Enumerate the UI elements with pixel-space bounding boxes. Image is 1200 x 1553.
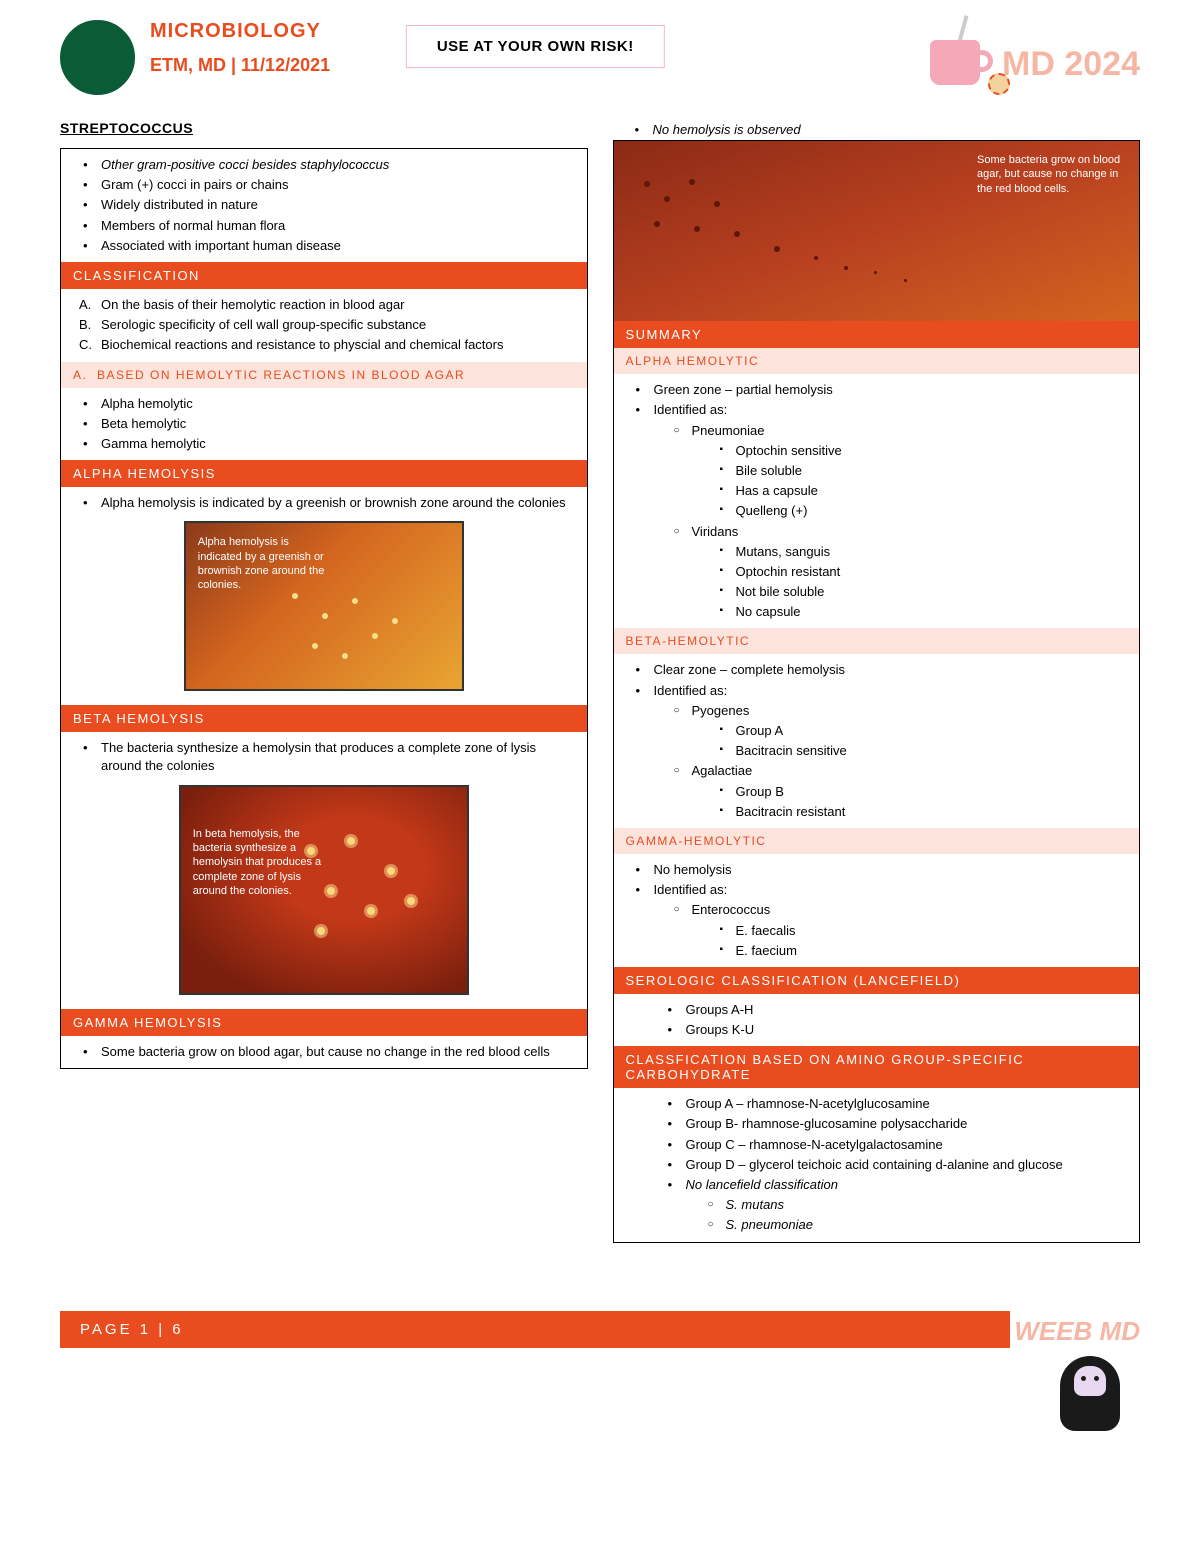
beta-item: Identified as: bbox=[654, 681, 1128, 701]
carb-item: Group B- rhamnose-glucosamine polysaccha… bbox=[686, 1114, 1128, 1134]
hemolytic-type: Beta hemolytic bbox=[101, 414, 575, 434]
intro-item: Other gram-positive cocci besides staphy… bbox=[101, 155, 575, 175]
carb-item: Group C – rhamnose-N-acetylgalactosamine bbox=[686, 1135, 1128, 1155]
alpha-prop: Not bile soluble bbox=[736, 582, 1128, 602]
university-logo bbox=[60, 20, 135, 95]
classification-list: A.On the basis of their hemolytic reacti… bbox=[73, 295, 575, 356]
content-box-right: Some bacteria grow on blood agar, but ca… bbox=[613, 140, 1141, 1242]
intro-item: Members of normal human flora bbox=[101, 216, 575, 236]
hemolytic-types-list: Alpha hemolytic Beta hemolytic Gamma hem… bbox=[73, 394, 575, 455]
beta-header: BETA HEMOLYSIS bbox=[61, 705, 587, 732]
beta-desc: The bacteria synthesize a hemolysin that… bbox=[101, 738, 575, 776]
page-number: PAGE 1 | 6 bbox=[60, 1311, 1010, 1348]
page-header: MICROBIOLOGY ETM, MD | 11/12/2021 USE AT… bbox=[60, 20, 1140, 95]
gamma-item: No hemolysis bbox=[654, 860, 1128, 880]
gamma-prop: E. faecium bbox=[736, 941, 1128, 961]
footer-brand: WEEB MD bbox=[1014, 1316, 1140, 1347]
ghost-illustration bbox=[1060, 1356, 1130, 1441]
alpha-prop: Optochin sensitive bbox=[736, 441, 1128, 461]
mug-illustration bbox=[910, 20, 1000, 100]
beta-prop: Group B bbox=[736, 782, 1128, 802]
intro-item: Widely distributed in nature bbox=[101, 195, 575, 215]
intro-item: Associated with important human disease bbox=[101, 236, 575, 256]
alpha-sub: Viridans bbox=[692, 522, 1128, 542]
sero-item: Groups K-U bbox=[686, 1020, 1128, 1040]
no-lance-sub: S. mutans bbox=[726, 1195, 1128, 1215]
alpha-header: ALPHA HEMOLYSIS bbox=[61, 460, 587, 487]
gamma-sub: Enterococcus bbox=[692, 900, 1128, 920]
beta-hemolysis-image: In beta hemolysis, the bacteria synthesi… bbox=[179, 785, 469, 995]
warning-banner: USE AT YOUR OWN RISK! bbox=[406, 25, 665, 68]
right-column: No hemolysis is observed Some bacteria g… bbox=[613, 120, 1141, 1251]
classification-item: B.Serologic specificity of cell wall gro… bbox=[101, 315, 575, 335]
carb-item: Group D – glycerol teichoic acid contain… bbox=[686, 1155, 1128, 1175]
intro-list: Other gram-positive cocci besides staphy… bbox=[73, 155, 575, 256]
alpha-prop: Quelleng (+) bbox=[736, 501, 1128, 521]
carb-no-lance: No lancefield classification bbox=[686, 1175, 1128, 1195]
top-note: No hemolysis is observed bbox=[653, 120, 1141, 140]
sub-a-header: A. BASED ON HEMOLYTIC REACTIONS IN BLOOD… bbox=[61, 362, 587, 388]
beta-prop: Bacitracin sensitive bbox=[736, 741, 1128, 761]
topic-title: STREPTOCOCCUS bbox=[60, 120, 588, 136]
class-year: MD 2024 bbox=[1002, 45, 1140, 84]
gamma-prop: E. faecalis bbox=[736, 921, 1128, 941]
serologic-header: SEROLOGIC CLASSIFICATION (LANCEFIELD) bbox=[614, 967, 1140, 994]
alpha-hemolysis-image: Alpha hemolysis is indicated by a greeni… bbox=[184, 521, 464, 691]
classification-header: CLASSIFICATION bbox=[61, 262, 587, 289]
gamma-hemolytic-header: GAMMA-HEMOLYTIC bbox=[614, 828, 1140, 854]
alpha-prop: Mutans, sanguis bbox=[736, 542, 1128, 562]
classification-item: C.Biochemical reactions and resistance t… bbox=[101, 335, 575, 355]
gamma-item: Identified as: bbox=[654, 880, 1128, 900]
alpha-hemolytic-header: ALPHA HEMOLYTIC bbox=[614, 348, 1140, 374]
left-column: STREPTOCOCCUS Other gram-positive cocci … bbox=[60, 120, 588, 1251]
hemolytic-type: Alpha hemolytic bbox=[101, 394, 575, 414]
gamma-header: GAMMA HEMOLYSIS bbox=[61, 1009, 587, 1036]
beta-prop: Group A bbox=[736, 721, 1128, 741]
classification-item: A.On the basis of their hemolytic reacti… bbox=[101, 295, 575, 315]
alpha-prop: Optochin resistant bbox=[736, 562, 1128, 582]
alpha-item: Identified as: bbox=[654, 400, 1128, 420]
carb-item: Group A – rhamnose-N-acetylglucosamine bbox=[686, 1094, 1128, 1114]
summary-header: SUMMARY bbox=[614, 321, 1140, 348]
alpha-desc: Alpha hemolysis is indicated by a greeni… bbox=[101, 493, 575, 513]
beta-prop: Bacitracin resistant bbox=[736, 802, 1128, 822]
alpha-sub: Pneumoniae bbox=[692, 421, 1128, 441]
alpha-prop: No capsule bbox=[736, 602, 1128, 622]
carb-header: CLASSFICATION BASED ON AMINO GROUP-SPECI… bbox=[614, 1046, 1140, 1088]
hemolytic-type: Gamma hemolytic bbox=[101, 434, 575, 454]
alpha-prop: Has a capsule bbox=[736, 481, 1128, 501]
beta-hemolytic-header: BETA-HEMOLYTIC bbox=[614, 628, 1140, 654]
intro-item: Gram (+) cocci in pairs or chains bbox=[101, 175, 575, 195]
alpha-item: Green zone – partial hemolysis bbox=[654, 380, 1128, 400]
beta-sub: Agalactiae bbox=[692, 761, 1128, 781]
sero-item: Groups A-H bbox=[686, 1000, 1128, 1020]
page-footer: PAGE 1 | 6 WEEB MD bbox=[60, 1311, 1140, 1348]
alpha-prop: Bile soluble bbox=[736, 461, 1128, 481]
beta-item: Clear zone – complete hemolysis bbox=[654, 660, 1128, 680]
beta-sub: Pyogenes bbox=[692, 701, 1128, 721]
gamma-hemolysis-image: Some bacteria grow on blood agar, but ca… bbox=[614, 141, 1140, 321]
gamma-desc: Some bacteria grow on blood agar, but ca… bbox=[101, 1042, 575, 1062]
no-lance-sub: S. pneumoniae bbox=[726, 1215, 1128, 1235]
content-box-left: Other gram-positive cocci besides staphy… bbox=[60, 148, 588, 1069]
